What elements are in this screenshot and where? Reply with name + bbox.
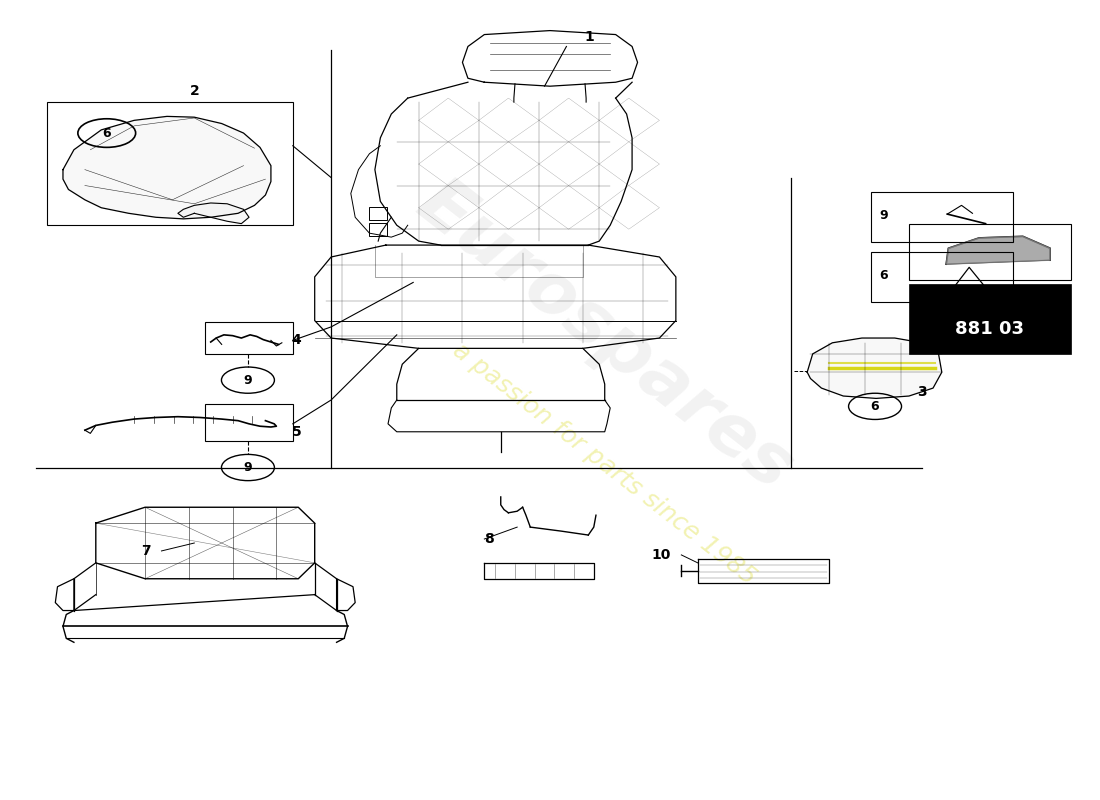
- Bar: [871, 252, 1013, 302]
- Bar: [206, 322, 293, 354]
- Bar: [909, 284, 1071, 354]
- Text: 9: 9: [243, 374, 252, 386]
- Bar: [370, 223, 387, 235]
- Text: a passion for parts since 1985: a passion for parts since 1985: [449, 338, 761, 590]
- Polygon shape: [946, 236, 1050, 264]
- Text: 1: 1: [584, 30, 594, 44]
- Text: 881 03: 881 03: [956, 321, 1024, 338]
- Bar: [206, 404, 293, 442]
- Text: 6: 6: [102, 126, 111, 139]
- Text: 9: 9: [243, 461, 252, 474]
- Polygon shape: [63, 116, 271, 219]
- Text: 9: 9: [879, 210, 888, 222]
- Bar: [909, 225, 1071, 280]
- Text: 6: 6: [871, 400, 879, 413]
- Text: Eurospares: Eurospares: [404, 169, 806, 504]
- Text: 6: 6: [879, 269, 888, 282]
- Text: 5: 5: [292, 425, 301, 438]
- Bar: [871, 192, 1013, 242]
- Bar: [370, 207, 387, 220]
- Bar: [46, 102, 293, 226]
- Text: 4: 4: [292, 334, 301, 347]
- Text: 10: 10: [651, 548, 670, 562]
- Text: 3: 3: [916, 385, 926, 399]
- Text: 7: 7: [141, 544, 151, 558]
- Polygon shape: [178, 203, 249, 224]
- Text: 8: 8: [484, 532, 494, 546]
- Polygon shape: [807, 338, 942, 398]
- Text: 2: 2: [189, 84, 199, 98]
